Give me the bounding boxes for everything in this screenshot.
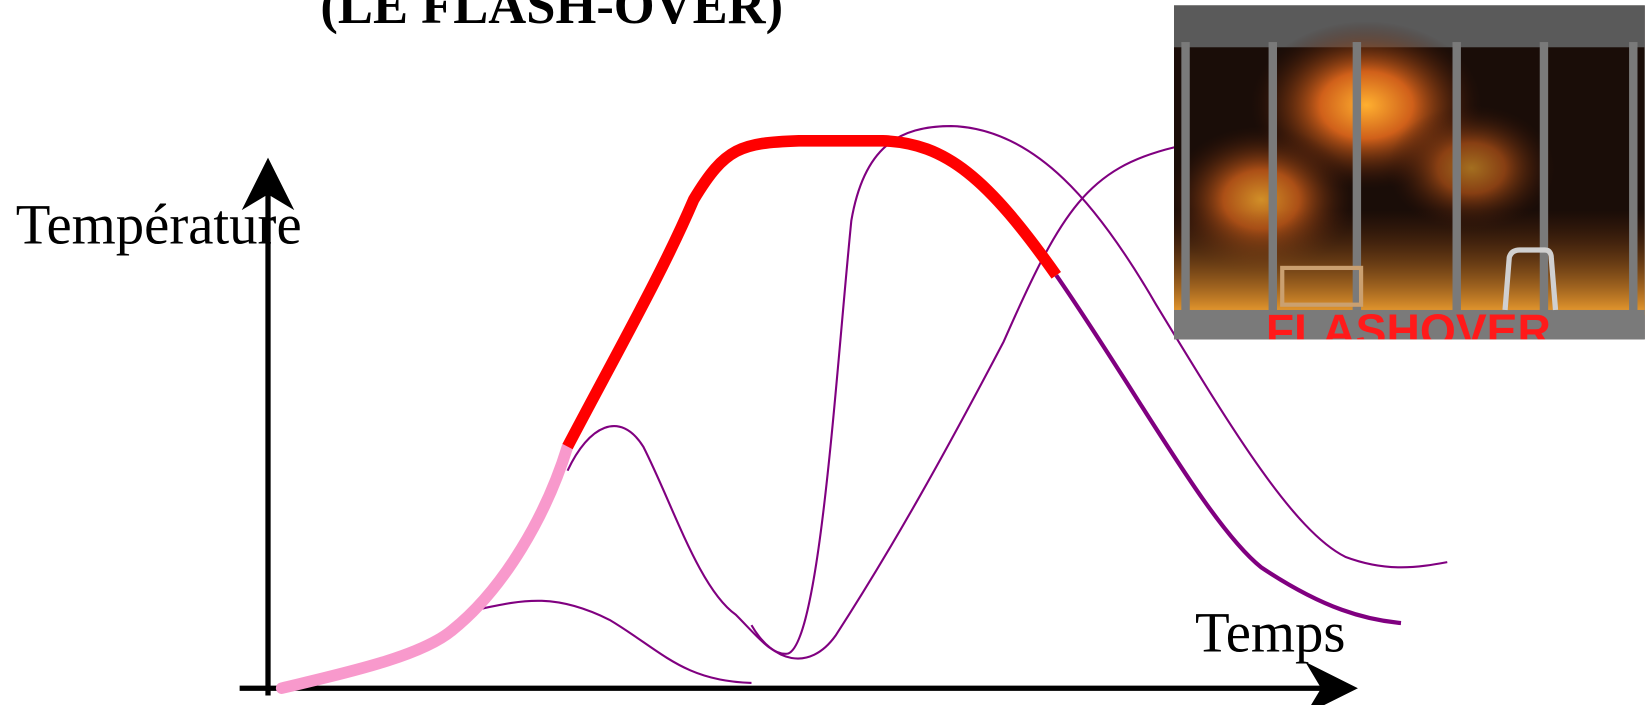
photo-caption: FLASHOVER [1266, 305, 1551, 357]
page: {"title": "(LE FLASH-OVER)", "axes": {"y… [0, 0, 1648, 705]
title: (LE FLASH-OVER) [320, 0, 783, 35]
photo: FLASHOVER [1167, 5, 1645, 356]
growth-curve [282, 447, 568, 689]
slide: (LE FLASH-OVER) Température Temps FLASHO… [0, 0, 1648, 705]
y-axis-label: Température [16, 194, 302, 257]
flashover-curve [568, 141, 1057, 447]
x-axis-label: Temps [1195, 601, 1345, 664]
